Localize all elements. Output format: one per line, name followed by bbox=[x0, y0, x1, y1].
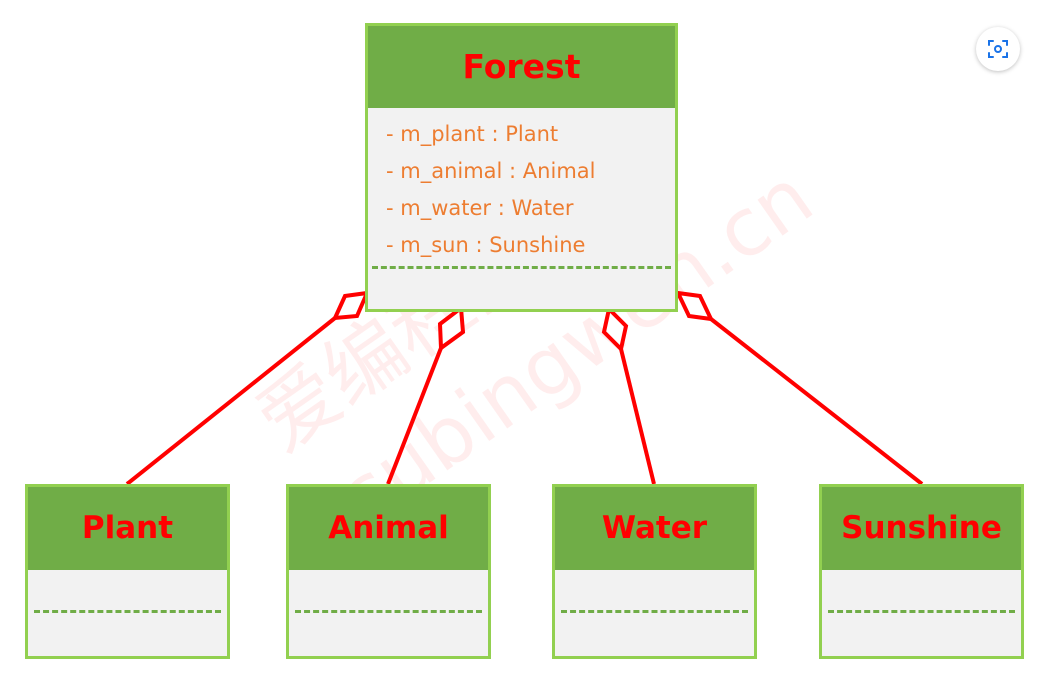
sunshine-class-name: Sunshine bbox=[822, 487, 1021, 570]
water-connector bbox=[601, 304, 656, 485]
plant-method-divider bbox=[34, 610, 221, 613]
water-method-divider bbox=[561, 610, 748, 613]
animal-connector bbox=[386, 304, 466, 485]
sunshine-method-divider bbox=[828, 610, 1015, 613]
attribute-m-water: - m_water : Water bbox=[386, 196, 574, 220]
plant-class-box: Plant bbox=[25, 484, 230, 659]
plant-connector bbox=[125, 290, 371, 486]
forest-method-divider bbox=[372, 266, 671, 269]
attribute-m-animal: - m_animal : Animal bbox=[386, 159, 596, 183]
sunshine-class-box: Sunshine bbox=[819, 484, 1024, 659]
google-lens-icon bbox=[988, 40, 1008, 58]
forest-attribute-list: - m_plant : Plant - m_animal : Animal - … bbox=[368, 108, 675, 266]
animal-class-name: Animal bbox=[289, 487, 488, 570]
sunshine-connector bbox=[674, 290, 924, 486]
attribute-m-sun: - m_sun : Sunshine bbox=[386, 233, 586, 257]
water-class-name: Water bbox=[555, 487, 754, 570]
forest-class-name: Forest bbox=[368, 26, 675, 108]
animal-method-divider bbox=[295, 610, 482, 613]
google-lens-button[interactable] bbox=[976, 27, 1020, 71]
animal-class-box: Animal bbox=[286, 484, 491, 659]
attribute-m-plant: - m_plant : Plant bbox=[386, 122, 559, 146]
forest-class-box: Forest - m_plant : Plant - m_animal : An… bbox=[365, 23, 678, 312]
water-class-box: Water bbox=[552, 484, 757, 659]
plant-class-name: Plant bbox=[28, 487, 227, 570]
